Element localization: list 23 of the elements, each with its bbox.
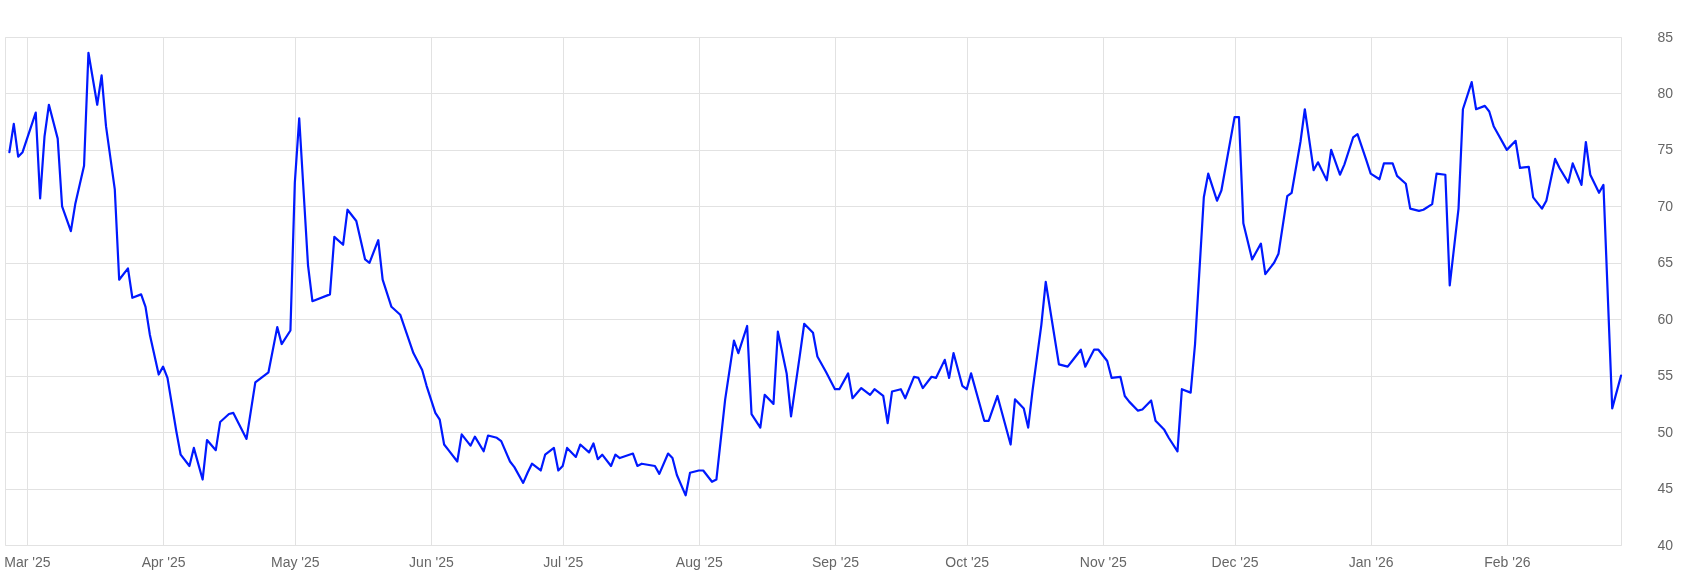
y-tick-label: 70 <box>1657 197 1674 214</box>
x-tick-label: Aug '25 <box>675 553 724 570</box>
x-tick-label: Jul '25 <box>543 553 584 570</box>
x-tick-label: Oct '25 <box>945 553 990 570</box>
y-tick-label: 50 <box>1657 423 1674 440</box>
x-tick-label: Sep '25 <box>811 553 860 570</box>
x-tick-label: Mar '25 <box>4 553 51 570</box>
y-tick-label: 55 <box>1657 367 1674 384</box>
y-tick-label: 80 <box>1657 84 1674 101</box>
y-tick-label: 85 <box>1657 28 1674 45</box>
line-series <box>8 51 1623 497</box>
x-tick-label: Nov '25 <box>1079 553 1128 570</box>
x-tick-label: Jun '25 <box>409 553 455 570</box>
x-tick-label: Feb '26 <box>1484 553 1531 570</box>
x-tick-label: May '25 <box>271 553 320 570</box>
y-tick-label: 60 <box>1657 310 1674 327</box>
x-tick-label: Dec '25 <box>1211 553 1259 570</box>
y-tick-label: 65 <box>1657 254 1674 271</box>
y-tick-label: 40 <box>1657 536 1674 553</box>
y-tick-label: 75 <box>1657 141 1674 158</box>
y-tick-label: 45 <box>1657 480 1674 497</box>
x-tick-label: Apr '25 <box>141 553 186 570</box>
x-tick-label: Jan '26 <box>1348 553 1394 570</box>
